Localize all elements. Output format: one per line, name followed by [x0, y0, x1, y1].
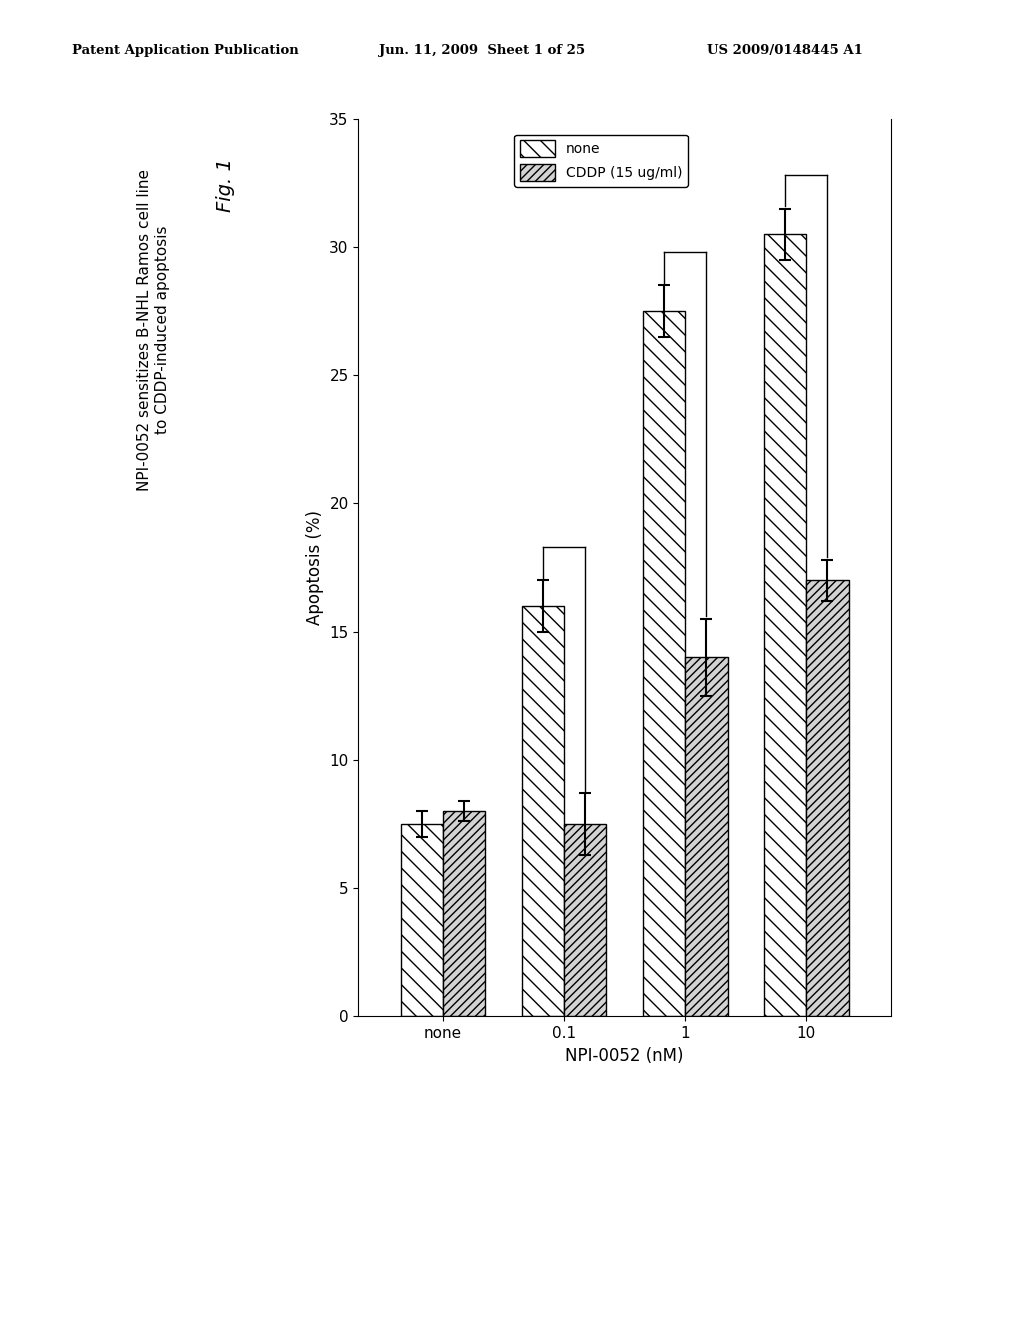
Bar — [443, 812, 485, 1016]
X-axis label: NPI-0052 (nM): NPI-0052 (nM) — [565, 1047, 684, 1065]
Legend: none, CDDP (15 ug/ml): none, CDDP (15 ug/ml) — [514, 135, 688, 186]
Text: Jun. 11, 2009  Sheet 1 of 25: Jun. 11, 2009 Sheet 1 of 25 — [379, 44, 585, 57]
Bar — [400, 824, 443, 1016]
Text: Fig. 1: Fig. 1 — [216, 158, 234, 213]
Bar — [764, 234, 806, 1016]
Text: NPI-0052 sensitizes B-NHL Ramos cell line
to CDDP-induced apoptosis: NPI-0052 sensitizes B-NHL Ramos cell lin… — [137, 169, 170, 491]
Text: Patent Application Publication: Patent Application Publication — [72, 44, 298, 57]
Bar — [643, 312, 685, 1016]
Y-axis label: Apoptosis (%): Apoptosis (%) — [306, 510, 324, 626]
Bar — [522, 606, 564, 1016]
Text: US 2009/0148445 A1: US 2009/0148445 A1 — [707, 44, 862, 57]
Bar — [564, 824, 606, 1016]
Bar — [685, 657, 727, 1016]
Bar — [806, 581, 849, 1016]
